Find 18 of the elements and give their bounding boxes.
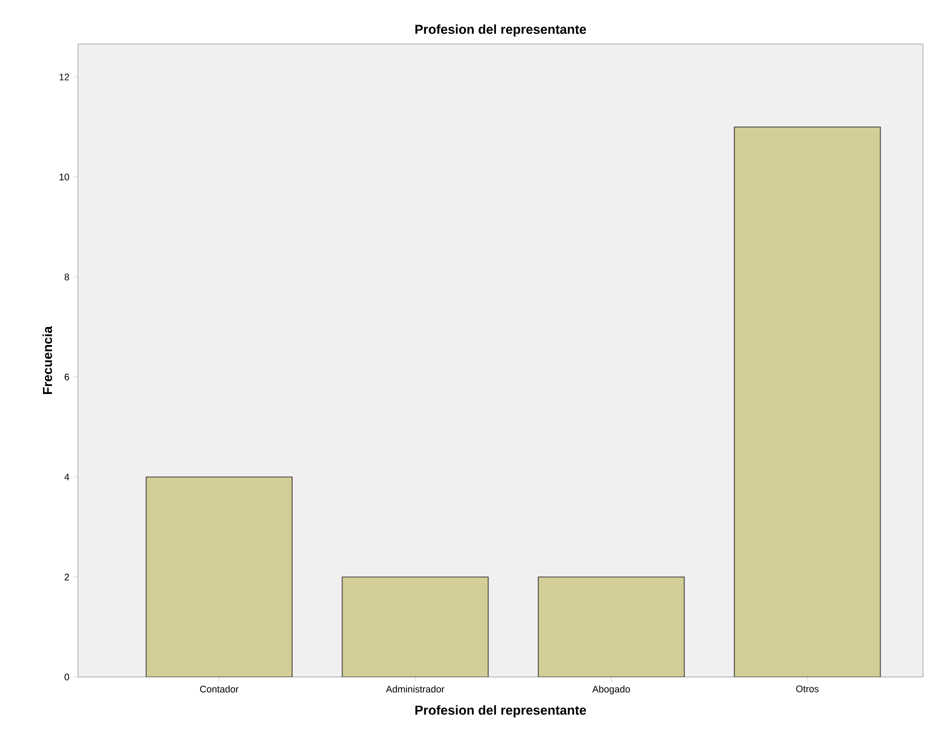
y-tick-label: 10: [60, 174, 70, 180]
x-axis-title: Profesion del representante: [415, 705, 586, 718]
y-tick-label: 0: [64, 674, 70, 680]
x-tick-label: Administrador: [386, 686, 444, 692]
chart-title: Profesion del representante: [415, 24, 586, 36]
bar: [538, 576, 685, 677]
y-tick-label: 4: [64, 474, 70, 480]
y-tick-label: 8: [64, 274, 70, 280]
y-tick-label: 12: [60, 74, 70, 80]
bar: [734, 126, 881, 677]
bar: [146, 476, 292, 677]
bar: [342, 576, 489, 677]
x-tick-label: Contador: [200, 686, 239, 692]
x-tick-label: Abogado: [592, 686, 630, 694]
x-tick-label: Otros: [796, 686, 819, 692]
y-tick-label: 6: [64, 374, 70, 380]
y-axis-title: Frecuencia: [42, 326, 52, 394]
y-tick-label: 2: [64, 574, 70, 580]
